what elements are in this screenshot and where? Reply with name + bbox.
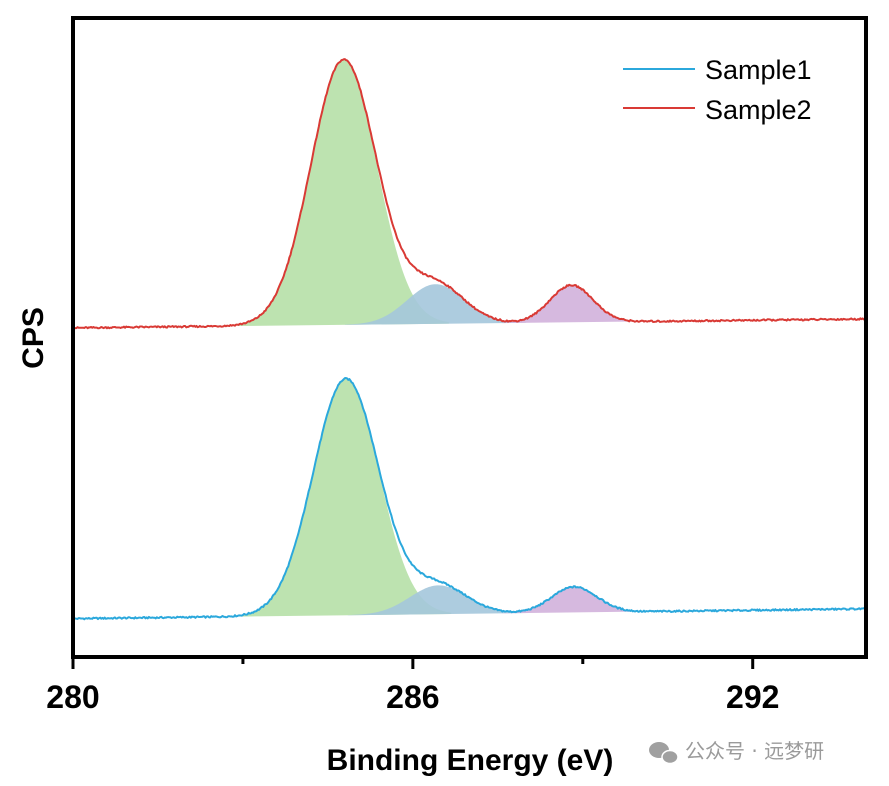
watermark-text: 公众号 · 远梦研	[685, 739, 824, 763]
legend: Sample1 Sample2	[623, 55, 812, 125]
y-axis-label: CPS	[17, 307, 50, 369]
peak-fill-sample2-c3	[502, 285, 641, 324]
peak-fill-sample2-c2	[344, 284, 527, 325]
series-line-sample1	[72, 377, 867, 621]
watermark: 公众号 · 远梦研	[649, 739, 824, 765]
legend-label-sample1: Sample1	[705, 55, 812, 85]
peak-fill-sample1-c1	[240, 378, 452, 617]
peak-fill-sample1-c2	[347, 585, 529, 616]
spectrum-lines	[72, 58, 867, 621]
component-fills	[238, 59, 647, 617]
peak-fill-sample2-c1	[238, 59, 449, 327]
x-axis-tick-labels: 280 286 292	[46, 679, 779, 715]
x-axis-label: Binding Energy (eV)	[327, 744, 614, 777]
x-tick-label: 280	[46, 679, 99, 715]
x-tick-label: 286	[386, 679, 439, 715]
x-axis-ticks	[71, 657, 755, 669]
series-line-sample2	[72, 58, 867, 330]
wechat-icon	[649, 742, 679, 765]
x-tick-label: 292	[726, 679, 779, 715]
plot-frame	[71, 16, 868, 659]
legend-label-sample2: Sample2	[705, 95, 812, 125]
